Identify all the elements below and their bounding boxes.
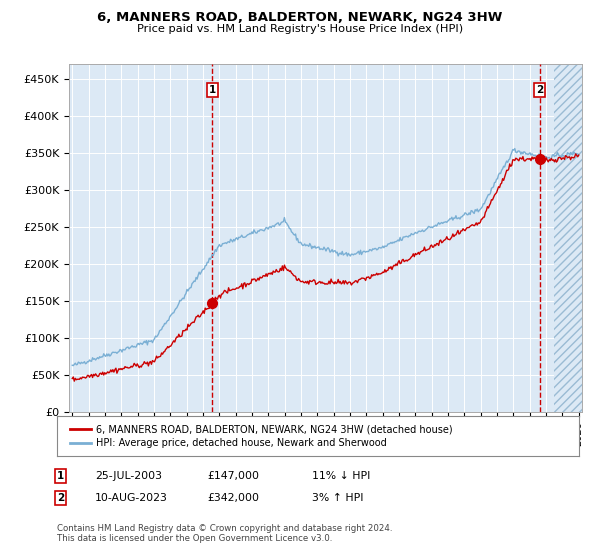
Text: 25-JUL-2003: 25-JUL-2003 — [95, 471, 162, 481]
Text: 1: 1 — [209, 85, 216, 95]
Text: 6, MANNERS ROAD, BALDERTON, NEWARK, NG24 3HW: 6, MANNERS ROAD, BALDERTON, NEWARK, NG24… — [97, 11, 503, 24]
Text: £147,000: £147,000 — [207, 471, 259, 481]
Text: 2: 2 — [57, 493, 64, 503]
Text: Contains HM Land Registry data © Crown copyright and database right 2024.
This d: Contains HM Land Registry data © Crown c… — [57, 524, 392, 543]
Text: 3% ↑ HPI: 3% ↑ HPI — [312, 493, 364, 503]
Text: 10-AUG-2023: 10-AUG-2023 — [95, 493, 167, 503]
Bar — [554, 64, 587, 412]
Text: 2: 2 — [536, 85, 544, 95]
Text: 11% ↓ HPI: 11% ↓ HPI — [312, 471, 370, 481]
Text: 1: 1 — [57, 471, 64, 481]
Text: £342,000: £342,000 — [207, 493, 259, 503]
Text: Price paid vs. HM Land Registry's House Price Index (HPI): Price paid vs. HM Land Registry's House … — [137, 24, 463, 34]
Legend: 6, MANNERS ROAD, BALDERTON, NEWARK, NG24 3HW (detached house), HPI: Average pric: 6, MANNERS ROAD, BALDERTON, NEWARK, NG24… — [66, 421, 457, 452]
